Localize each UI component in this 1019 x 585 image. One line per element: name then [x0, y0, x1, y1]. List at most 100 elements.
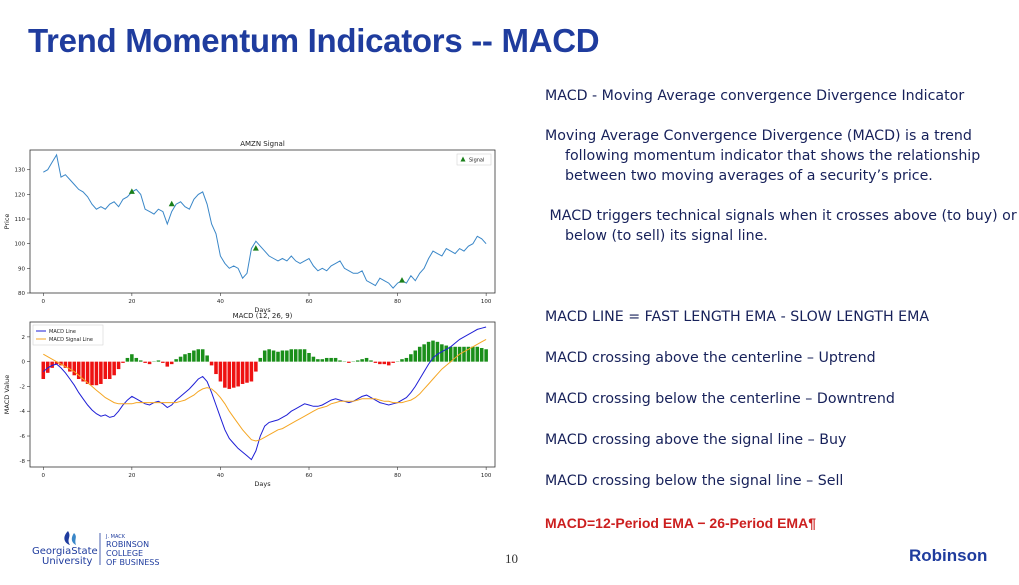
histogram-bar [364, 357, 369, 362]
histogram-bar [112, 361, 116, 376]
logo-r1: ROBINSON [106, 540, 149, 549]
histogram-bar [262, 350, 267, 362]
x-tick-label: 60 [306, 473, 313, 479]
histogram-bar [240, 361, 245, 384]
y-tick-label: 130 [15, 168, 26, 174]
y-tick-label: 120 [15, 192, 26, 198]
y-tick-label: 80 [18, 291, 25, 297]
histogram-bar [245, 361, 249, 383]
histogram-bar [59, 361, 63, 366]
histogram-bar [76, 361, 81, 380]
histogram-bar [382, 361, 387, 365]
histogram-bar [209, 361, 214, 366]
y-axis-label: MACD Value [3, 375, 11, 414]
histogram-bar [475, 346, 480, 362]
histogram-bar [324, 357, 329, 362]
histogram-bar [453, 346, 457, 362]
histogram-bar [205, 355, 209, 362]
chart-title: MACD (12, 26, 9) [233, 312, 293, 320]
histogram-bar [41, 361, 46, 380]
x-tick-label: 0 [42, 299, 46, 305]
histogram-bar [45, 361, 50, 373]
histogram-bar [50, 361, 54, 368]
histogram-bar [258, 357, 263, 362]
histogram-bar [147, 361, 152, 365]
histogram-bar [276, 351, 280, 362]
histogram-bar [138, 360, 143, 362]
histogram-bar [107, 361, 112, 380]
histogram-bar [271, 350, 276, 362]
histogram-bar [479, 348, 484, 362]
histogram-bar [231, 361, 236, 388]
histogram-bar [116, 361, 121, 370]
definition-line-3: between two moving averages of a securit… [565, 168, 933, 184]
histogram-bar [444, 345, 449, 362]
histogram-bar [174, 359, 178, 362]
histogram-bar [422, 344, 426, 362]
histogram-bar [169, 361, 174, 365]
slide-title: Trend Momentum Indicators -- MACD [28, 22, 600, 59]
logo-r2: COLLEGE [106, 549, 143, 558]
price-line [43, 153, 487, 289]
rule-sell: MACD crossing below the signal line – Se… [545, 473, 844, 489]
x-axis-label: Days [254, 480, 271, 488]
legend-box [32, 324, 104, 346]
x-axis-label: Days [254, 306, 271, 314]
y-tick-label: 2 [22, 335, 26, 341]
histogram-bar [435, 341, 440, 362]
x-tick-label: 100 [481, 299, 492, 305]
histogram-bar [413, 350, 418, 362]
histogram-bar [254, 361, 258, 372]
histogram-bar [462, 346, 466, 362]
x-tick-label: 80 [394, 473, 401, 479]
histogram-bar [81, 361, 85, 382]
definition-line-2: following momentum indicator that shows … [565, 148, 981, 164]
histogram-bar [267, 349, 271, 362]
logo-gsu-line2: University [42, 556, 93, 567]
histogram-bar [373, 361, 378, 363]
histogram-bar [285, 350, 289, 362]
histogram-bar [355, 360, 360, 362]
histogram-bar [249, 361, 254, 382]
histogram-bar [293, 349, 298, 362]
histogram-bar [134, 357, 139, 362]
histogram-bar [125, 357, 130, 362]
histogram-bar [320, 359, 325, 362]
definition-line-1: Moving Average Convergence Divergence (M… [545, 128, 972, 144]
logo-small: J. MACK [105, 534, 126, 540]
gsu-logo: GeorgiaState University J. MACK ROBINSON… [30, 527, 190, 567]
histogram-bar [161, 361, 165, 363]
plot-frame [29, 321, 496, 468]
histogram-bar [298, 349, 302, 362]
histogram-bar [329, 357, 333, 362]
x-tick-label: 20 [128, 299, 135, 305]
histogram-bar [143, 361, 147, 363]
body-text: MACD - Moving Average convergence Diverg… [545, 86, 1017, 491]
y-tick-label: 110 [15, 217, 26, 223]
histogram-bar [192, 350, 196, 362]
signal-line-1: MACD triggers technical signals when it … [545, 208, 1017, 224]
histogram-bar [426, 341, 431, 362]
histogram-bar [63, 361, 68, 368]
histogram-bar [466, 346, 471, 362]
rule-downtrend: MACD crossing below the centerline – Dow… [545, 391, 895, 407]
histogram-bar [347, 361, 351, 363]
x-tick-label: 40 [217, 299, 224, 305]
histogram-bar [311, 356, 316, 362]
legend-label: Signal [469, 158, 484, 164]
macd-line [42, 326, 487, 461]
histogram-bar [417, 346, 422, 362]
histogram-bar [391, 361, 395, 363]
signal-marker [399, 277, 405, 283]
flame-icon [64, 531, 76, 545]
histogram-bar [409, 354, 413, 362]
histogram-bar [386, 361, 391, 366]
histogram-bar [316, 359, 320, 362]
y-tick-label: -4 [20, 409, 26, 415]
y-tick-label: -8 [20, 459, 26, 465]
histogram-bar [280, 350, 285, 362]
y-tick-label: 0 [22, 360, 26, 366]
histogram-bar [471, 346, 475, 362]
histogram-bar [130, 354, 134, 362]
